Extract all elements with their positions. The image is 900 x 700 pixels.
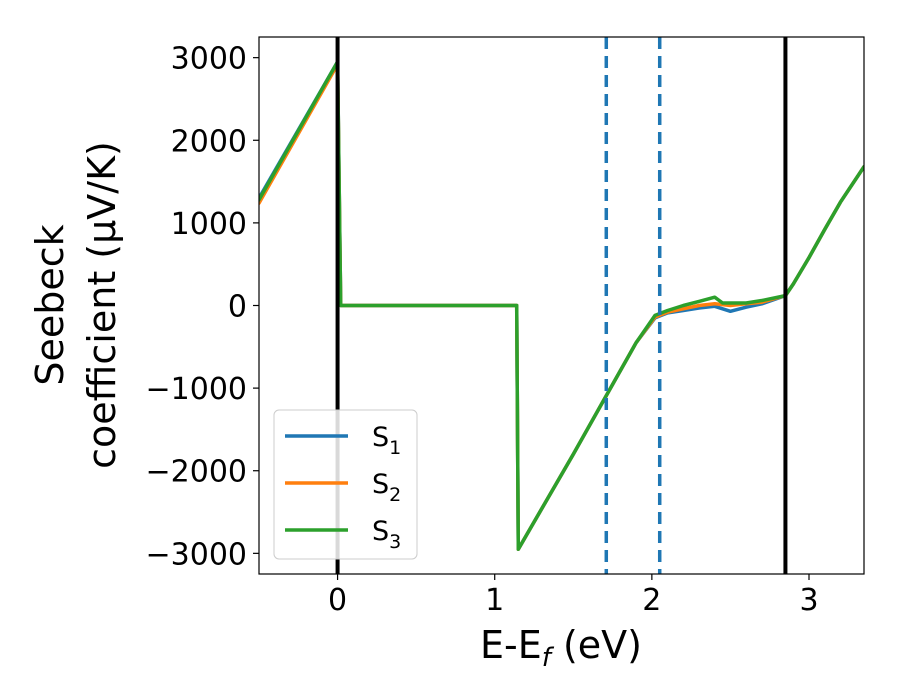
y-tick-label: 0 <box>228 290 247 325</box>
y-tick-label: −2000 <box>146 455 247 490</box>
legend-items: S1 S2 S3 <box>285 422 401 553</box>
x-axis-label-unit: (eV) <box>551 623 642 667</box>
x-tick-label: 1 <box>485 583 504 618</box>
x-tick-label: 2 <box>642 583 661 618</box>
x-axis-label-base: E-E <box>480 623 542 667</box>
y-tick-label: −1000 <box>146 372 247 407</box>
x-tick-label: 3 <box>799 583 818 618</box>
legend: S1 S2 S3 <box>273 409 418 560</box>
y-tick-label: 3000 <box>171 42 247 77</box>
x-axis-ticks: 0 1 2 3 <box>328 574 819 618</box>
legend-label-3: S3 <box>372 516 401 553</box>
y-tick-label: −3000 <box>146 537 247 572</box>
y-tick-label: 1000 <box>171 207 247 242</box>
series-layer <box>259 60 864 551</box>
y-axis-label: Seebeck coefficient (μV/K) <box>28 141 124 469</box>
y-axis-label-line1: Seebeck <box>28 224 72 385</box>
x-axis-label: E-Ef (eV) <box>480 623 642 673</box>
y-axis-label-line2: coefficient (μV/K) <box>80 141 124 469</box>
x-tick-label: 0 <box>328 583 347 618</box>
y-axis-ticks: −3000 −2000 −1000 0 1000 2000 3000 <box>146 42 259 572</box>
y-tick-label: 2000 <box>171 124 247 159</box>
legend-label-2: S2 <box>372 469 401 506</box>
series-line-3 <box>259 60 864 551</box>
legend-label-1: S1 <box>372 422 401 459</box>
